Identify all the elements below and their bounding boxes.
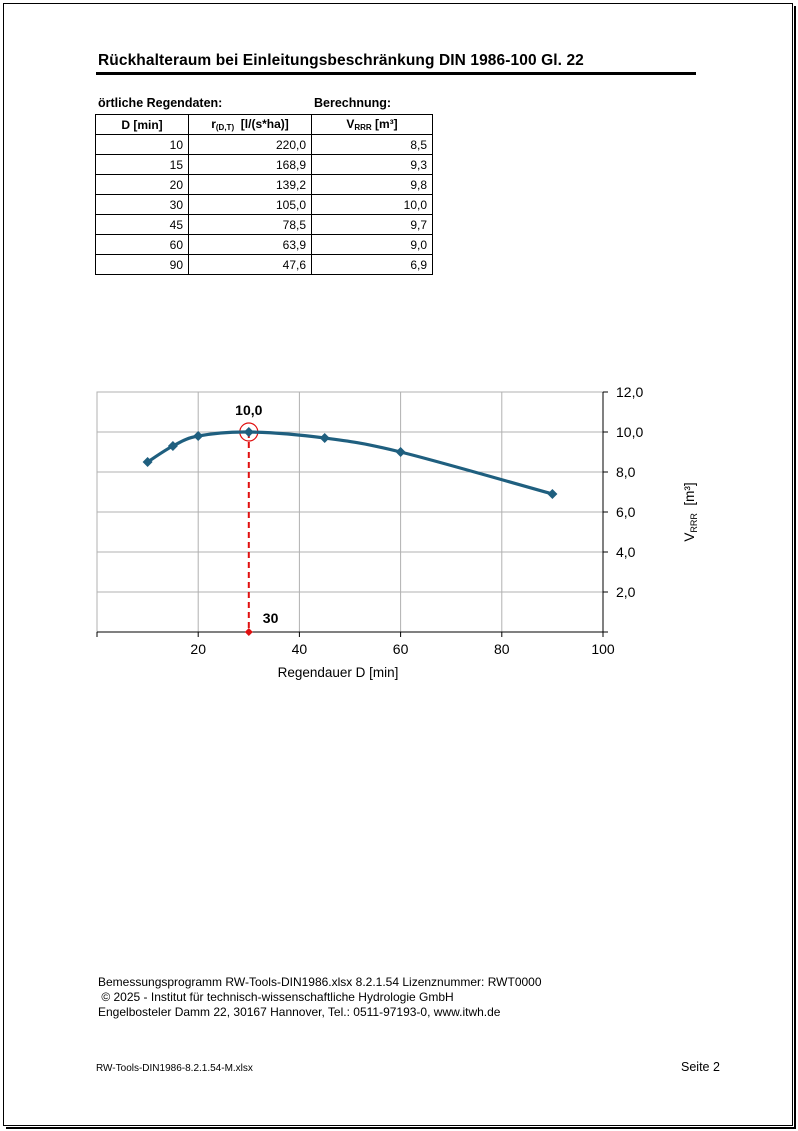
cell-volume: 9,8	[311, 174, 433, 195]
cell-intensity: 139,2	[188, 174, 312, 195]
rain-data-label: örtliche Regendaten:	[98, 96, 223, 110]
max-value-label: 10,0	[235, 402, 262, 418]
cell-duration: 10	[95, 134, 189, 155]
header-r-sub: (D,T)	[215, 123, 235, 132]
x-tick-label: 100	[591, 641, 615, 657]
cell-intensity: 220,0	[188, 134, 312, 155]
x-tick-label: 60	[393, 641, 409, 657]
cell-duration: 30	[95, 194, 189, 215]
x-tick-label: 20	[190, 641, 206, 657]
table-row: 10 220,0 8,5	[95, 134, 433, 155]
data-point	[243, 427, 254, 437]
table-row: 45 78,5 9,7	[95, 214, 433, 235]
table-header-row: D [min] r(D,T) [l/(s*ha)] VRRR [m³]	[95, 114, 433, 135]
title-rule	[96, 72, 696, 75]
data-point	[142, 457, 153, 467]
chart-ticks: 20 40 60 80 100 2,0 4,0 6,0 8,0 10,0 12,0	[96, 384, 643, 657]
cell-intensity: 78,5	[188, 214, 312, 235]
header-r-unit: [l/(s*ha)]	[234, 117, 289, 131]
cell-volume: 9,7	[311, 214, 433, 235]
y-tick-label: 4,0	[616, 544, 636, 560]
data-point	[395, 447, 406, 457]
header-duration: D [min]	[95, 114, 189, 135]
chart-series	[142, 427, 558, 499]
cell-duration: 60	[95, 234, 189, 255]
calculation-label: Berechnung:	[314, 96, 392, 110]
y-axis-label-unit: [m³]	[682, 482, 697, 513]
data-point	[547, 489, 558, 499]
cell-volume: 6,9	[311, 254, 433, 275]
cell-volume: 9,3	[311, 154, 433, 175]
header-v-unit: [m³]	[371, 117, 398, 131]
header-volume: VRRR [m³]	[311, 114, 433, 135]
table-row: 90 47,6 6,9	[95, 254, 433, 275]
y-tick-label: 2,0	[616, 584, 636, 600]
cell-intensity: 105,0	[188, 194, 312, 215]
y-tick-label: 12,0	[616, 384, 643, 400]
y-axis-label-main: V	[682, 533, 697, 542]
header-rain-intensity: r(D,T) [l/(s*ha)]	[188, 114, 312, 135]
x-axis-label: Regendauer D [min]	[278, 665, 399, 680]
rain-data-table: D [min] r(D,T) [l/(s*ha)] VRRR [m³] 10 22…	[95, 114, 433, 275]
cell-intensity: 168,9	[188, 154, 312, 175]
table-row: 60 63,9 9,0	[95, 234, 433, 255]
footer-address: Engelbosteler Damm 22, 30167 Hannover, T…	[98, 1005, 501, 1019]
page-shadow	[6, 6, 796, 1129]
data-point	[319, 433, 330, 443]
y-tick-label: 10,0	[616, 424, 643, 440]
header-v-main: V	[346, 117, 355, 131]
x-tick-label: 80	[494, 641, 510, 657]
max-marker: 10,0 30	[235, 402, 279, 636]
table-row: 15 168,9 9,3	[95, 154, 433, 175]
footer-program: Bemessungsprogramm RW-Tools-DIN1986.xlsx…	[98, 975, 542, 989]
table-body: 10 220,0 8,5 15 168,9 9,3 20 139,2 9,8 30 105,0…	[95, 134, 433, 275]
page-title: Rückhalteraum bei Einleitungsbeschränkun…	[98, 52, 584, 69]
footer-file-name: RW-Tools-DIN1986-8.2.1.54-M.xlsx	[96, 1063, 253, 1074]
max-duration-label: 30	[263, 610, 279, 626]
y-axis-label-sub: RRR	[689, 513, 699, 533]
table-row: 30 105,0 10,0	[95, 194, 433, 215]
data-point	[193, 431, 204, 441]
max-x-marker	[244, 628, 253, 636]
chart-grid	[97, 391, 603, 632]
header-r-main: r	[211, 117, 216, 131]
page-number: Seite 2	[681, 1060, 720, 1074]
cell-duration: 15	[95, 154, 189, 175]
table-row: 20 139,2 9,8	[95, 174, 433, 195]
page-border	[3, 3, 793, 1126]
data-point	[167, 441, 178, 451]
x-tick-label: 40	[292, 641, 308, 657]
y-axis-label: VRRR [m³]	[682, 482, 699, 541]
cell-duration: 20	[95, 174, 189, 195]
cell-intensity: 47,6	[188, 254, 312, 275]
y-tick-label: 6,0	[616, 504, 636, 520]
cell-intensity: 63,9	[188, 234, 312, 255]
cell-duration: 45	[95, 214, 189, 235]
cell-volume: 8,5	[311, 134, 433, 155]
header-v-sub: RRR	[354, 123, 372, 132]
footer-copyright: © 2025 - Institut für technisch-wissensc…	[98, 990, 454, 1004]
cell-volume: 9,0	[311, 234, 433, 255]
cell-duration: 90	[95, 254, 189, 275]
volume-chart: 20 40 60 80 100 2,0 4,0 6,0 8,0 10,0 12,0 10,0 30 R…	[96, 384, 699, 680]
cell-volume: 10,0	[311, 194, 433, 215]
y-tick-label: 8,0	[616, 464, 636, 480]
